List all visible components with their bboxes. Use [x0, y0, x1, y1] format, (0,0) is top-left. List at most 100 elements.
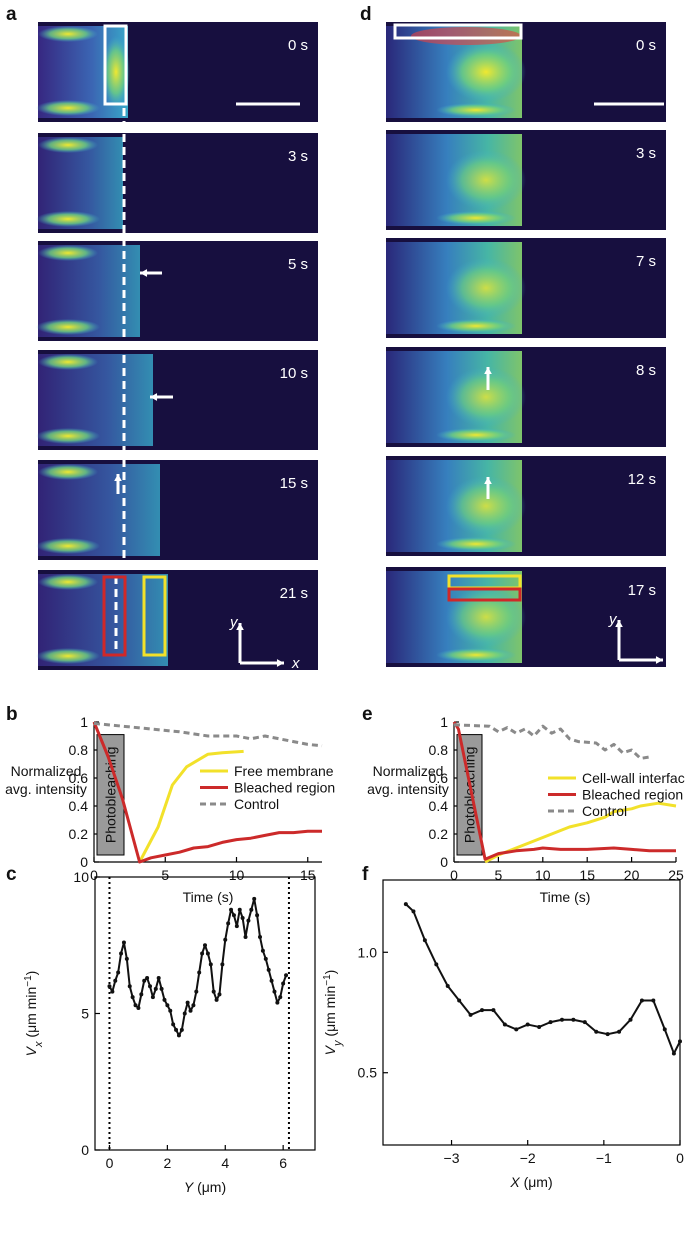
data-point: [491, 1008, 496, 1013]
panel-label: e: [362, 704, 373, 725]
x-label-part: Y: [184, 1179, 195, 1195]
x-tick-label: 25: [668, 867, 684, 883]
y-tick-label: 0.6: [69, 770, 89, 786]
bright-spot: [446, 42, 526, 102]
data-point: [139, 992, 144, 997]
data-point: [269, 978, 274, 983]
plot-frame: [94, 876, 316, 1151]
bright-spot: [38, 464, 98, 480]
data-point: [107, 984, 112, 989]
data-point: [662, 1027, 667, 1032]
data-point: [514, 1027, 519, 1032]
data-point: [559, 1017, 564, 1022]
data-point: [121, 940, 126, 945]
roi-box: [393, 23, 523, 40]
y-tick-label: 0.8: [429, 742, 449, 758]
data-point: [142, 978, 147, 983]
x-tick-label: 6: [279, 1155, 287, 1171]
data-point: [258, 935, 262, 940]
y-label-part: x: [33, 1041, 45, 1048]
legend-label: Cell-wall interface: [582, 770, 685, 786]
panel-label: a: [6, 4, 17, 25]
data-point: [468, 1012, 473, 1017]
data-point: [651, 998, 656, 1003]
data-point: [571, 1017, 576, 1022]
time-label: 7 s: [636, 253, 656, 270]
data-line: [405, 903, 681, 1055]
data-point: [208, 962, 213, 967]
data-point: [422, 938, 427, 943]
bright-spot: [38, 137, 98, 153]
data-point: [159, 986, 164, 991]
x-tick-label: 5: [161, 867, 169, 883]
data-point: [605, 1032, 610, 1037]
y-tick-label: 1.0: [358, 944, 378, 960]
x-tick-label: 20: [624, 867, 640, 883]
data-line: [138, 749, 244, 863]
data-point: [403, 902, 408, 907]
roi-box: [142, 575, 167, 657]
roi-box: [102, 575, 127, 657]
bright-spot: [446, 367, 526, 427]
bright-spot: [36, 428, 100, 444]
y-axis-label: avg. intensity: [5, 781, 87, 797]
data-point: [153, 986, 158, 991]
x-tick-label: 0: [676, 1150, 684, 1166]
data-point: [284, 973, 289, 978]
x-tick-label: −1: [596, 1150, 612, 1166]
data-point: [678, 1039, 682, 1044]
data-point: [266, 967, 271, 972]
data-point: [594, 1029, 599, 1034]
time-label: 3 s: [288, 148, 308, 165]
x-tick-label: 10: [535, 867, 551, 883]
y-axis-label: Normalized: [11, 763, 82, 779]
x-axis-label: X (μm): [509, 1174, 552, 1190]
data-point: [217, 992, 222, 997]
data-point: [537, 1024, 542, 1029]
x-tick-label: 0: [106, 1155, 114, 1171]
data-point: [246, 918, 251, 923]
axis-glyph: x: [670, 652, 679, 669]
data-point: [502, 1022, 507, 1027]
data-point: [185, 1000, 190, 1005]
data-line: [452, 721, 676, 861]
data-point: [457, 998, 462, 1003]
data-line: [108, 897, 287, 1037]
arrow-head: [615, 620, 623, 628]
y-tick-label: 1: [440, 714, 448, 730]
data-point: [194, 989, 199, 994]
data-point: [113, 978, 118, 983]
data-point: [260, 948, 265, 953]
legend-label: Bleached region: [234, 780, 335, 796]
data-point: [162, 997, 167, 1002]
legend-label: Control: [234, 796, 279, 812]
y-tick-label: 5: [81, 1006, 89, 1022]
legend-label: Bleached region: [582, 787, 683, 803]
data-point: [150, 995, 155, 1000]
bright-spot: [38, 574, 98, 590]
data-point: [445, 984, 450, 988]
arrow-head: [484, 477, 492, 485]
y-axis-label: avg. intensity: [367, 781, 449, 797]
arrow-head: [276, 659, 284, 667]
x-axis-label: Time (s): [183, 889, 234, 905]
data-point: [171, 1022, 176, 1027]
panel-label: f: [362, 864, 369, 885]
data-point: [639, 998, 644, 1003]
data-point: [272, 989, 277, 994]
time-label: 0 s: [636, 37, 656, 54]
time-label: 10 s: [280, 365, 308, 382]
data-point: [582, 1020, 587, 1025]
data-point: [119, 951, 124, 956]
y-label-part: (μm min: [322, 986, 338, 1041]
y-tick-label: 0.4: [429, 798, 449, 814]
legend-label: Control: [582, 803, 627, 819]
x-tick-label: 5: [495, 867, 503, 883]
data-point: [617, 1029, 622, 1034]
x-label-part: (μm): [193, 1179, 226, 1195]
data-point: [197, 970, 202, 975]
data-point: [263, 956, 268, 961]
data-point: [434, 962, 439, 967]
x-label-part: X: [509, 1174, 520, 1190]
